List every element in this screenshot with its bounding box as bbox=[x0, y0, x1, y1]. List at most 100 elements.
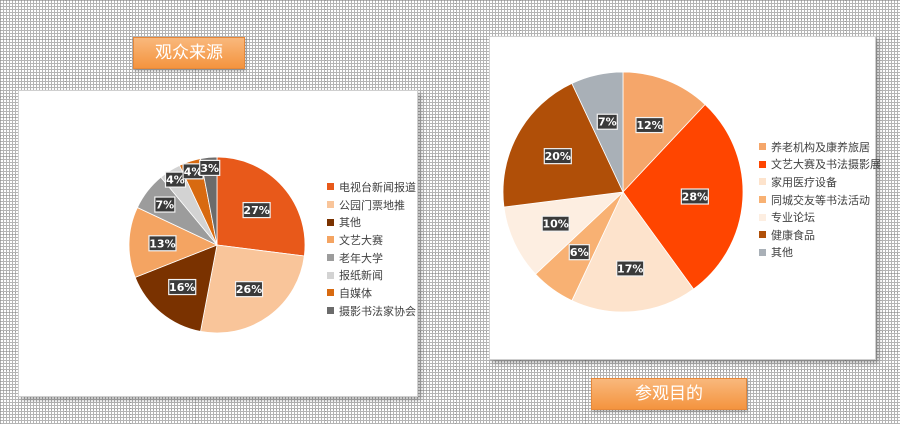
pie-slice[interactable] bbox=[571, 191, 695, 313]
data-label-text: 26% bbox=[236, 283, 262, 296]
data-label-box bbox=[242, 201, 271, 219]
legend-swatch bbox=[327, 254, 334, 262]
audience-source-chart[interactable]: 27% 26% 16% 13% 7% 4% 4% 3% 电视台新闻报道 公园门票地推 其他 文艺大赛… bbox=[18, 90, 418, 397]
pie-slice[interactable] bbox=[200, 156, 218, 246]
data-label-box bbox=[541, 215, 570, 232]
pie-slice[interactable] bbox=[502, 82, 624, 208]
data-label-box bbox=[680, 188, 709, 205]
legend-item[interactable]: 老年大学 bbox=[327, 249, 416, 267]
legend-label: 公园门票地推 bbox=[339, 198, 405, 212]
data-label-text: 7% bbox=[156, 199, 175, 212]
audience-source-pie: 27%26%16%13%7%4%4%3% bbox=[128, 156, 306, 334]
audience-source-legend: 电视台新闻报道 公园门票地推 其他文艺大赛老年大学报纸新闻自媒体摄影书法家协会 bbox=[327, 178, 416, 320]
data-label: 3% bbox=[199, 159, 221, 177]
data-label: 13% bbox=[148, 235, 177, 252]
data-label: 16% bbox=[168, 278, 197, 296]
legend-item[interactable]: 摄影书法家协会 bbox=[327, 302, 416, 320]
legend-item[interactable]: 同城交友等书法活动 bbox=[759, 191, 881, 209]
legend-swatch bbox=[759, 143, 766, 151]
data-label-box bbox=[596, 113, 618, 130]
data-label-box bbox=[635, 116, 664, 134]
legend-item[interactable]: 养老机构及康养旅居 bbox=[759, 138, 881, 156]
data-label-text: 10% bbox=[543, 218, 569, 231]
data-label-text: 13% bbox=[149, 237, 175, 250]
visit-purpose-pie: 12% 28% 17% 6% 10% 20% 7% bbox=[502, 71, 744, 313]
purpose-title-badge[interactable]: 参观目的 bbox=[591, 378, 747, 410]
data-label: 4% bbox=[182, 163, 204, 180]
data-label-box bbox=[568, 244, 590, 261]
legend-label: 家用医疗设备 bbox=[771, 175, 837, 189]
data-label-box bbox=[199, 159, 221, 177]
legend-item[interactable]: 其他 bbox=[327, 213, 416, 231]
data-label-box bbox=[543, 148, 572, 165]
data-label-text: 20% bbox=[545, 150, 571, 163]
data-label-text: 16% bbox=[169, 281, 195, 294]
data-label-box bbox=[616, 260, 645, 277]
data-label: 7% bbox=[154, 196, 176, 213]
legend-label: 摄影书法家协会 bbox=[339, 304, 416, 318]
data-label-text: 7% bbox=[598, 116, 617, 129]
pie-slice[interactable] bbox=[503, 191, 625, 275]
legend-item[interactable]: 文艺大赛 bbox=[327, 231, 416, 249]
legend-swatch bbox=[759, 196, 766, 204]
legend-label: 其他 bbox=[771, 246, 793, 260]
legend-item[interactable]: 其他 bbox=[759, 244, 881, 262]
legend-item[interactable]: 专业论坛 bbox=[759, 208, 881, 226]
legend-label: 报纸新闻 bbox=[339, 269, 383, 283]
legend-swatch bbox=[327, 183, 334, 191]
legend-item[interactable]: 报纸新闻 bbox=[327, 266, 416, 284]
data-label: 20% bbox=[543, 148, 572, 165]
legend-swatch bbox=[327, 271, 334, 279]
data-label-text: 6% bbox=[570, 246, 589, 259]
legend-label: 电视台新闻报道 bbox=[339, 180, 416, 194]
data-label-text: 4% bbox=[184, 165, 203, 178]
data-label-text: 12% bbox=[636, 119, 662, 132]
legend-swatch bbox=[759, 213, 766, 221]
legend-label: 同城交友等书法活动 bbox=[771, 193, 870, 207]
legend-label: 文艺大赛 bbox=[339, 233, 383, 247]
data-label: 17% bbox=[616, 260, 645, 277]
legend-label: 文艺大赛及书法摄影展 bbox=[771, 158, 881, 172]
legend-item[interactable]: 电视台新闻报道 bbox=[327, 178, 416, 196]
data-label-text: 28% bbox=[682, 191, 708, 204]
data-label: 6% bbox=[568, 244, 590, 261]
visit-purpose-chart[interactable]: 12% 28% 17% 6% 10% 20% 7% 养老机构及康养旅居 文艺大赛及书法摄影展家… bbox=[489, 36, 881, 360]
legend-item[interactable]: 自媒体 bbox=[327, 284, 416, 302]
data-label-box bbox=[168, 278, 197, 296]
legend-swatch bbox=[327, 236, 334, 244]
legend-item[interactable]: 健康食品 bbox=[759, 226, 881, 244]
legend-swatch bbox=[327, 201, 334, 209]
legend-label: 健康食品 bbox=[771, 228, 815, 242]
legend-label: 专业论坛 bbox=[771, 211, 815, 225]
legend-swatch bbox=[759, 178, 766, 186]
legend-item[interactable]: 文艺大赛及书法摄影展 bbox=[759, 156, 881, 174]
legend-swatch bbox=[327, 307, 334, 315]
legend-swatch bbox=[759, 160, 766, 168]
visit-purpose-legend: 养老机构及康养旅居 文艺大赛及书法摄影展 家用医疗设备同城交友等书法活动 专业论坛健康… bbox=[759, 138, 881, 261]
legend-label: 自媒体 bbox=[339, 286, 372, 300]
data-label: 12% bbox=[635, 116, 664, 134]
data-label-box bbox=[234, 281, 264, 298]
data-label-text: 27% bbox=[243, 204, 269, 217]
legend-swatch bbox=[759, 231, 766, 239]
data-label: 28% bbox=[680, 188, 709, 205]
legend-label: 其他 bbox=[339, 216, 361, 230]
pie-slice[interactable] bbox=[571, 71, 624, 193]
data-label: 27% bbox=[242, 201, 271, 219]
source-title-badge[interactable]: 观众来源 bbox=[133, 37, 245, 69]
legend-swatch bbox=[327, 289, 334, 297]
pie-slice[interactable] bbox=[622, 71, 706, 194]
legend-swatch bbox=[327, 218, 334, 226]
legend-label: 老年大学 bbox=[339, 251, 383, 265]
data-label-box bbox=[148, 235, 177, 252]
data-label-box bbox=[154, 196, 176, 213]
data-label: 7% bbox=[596, 113, 618, 130]
legend-label: 养老机构及康养旅居 bbox=[771, 140, 870, 154]
data-label-text: 17% bbox=[617, 262, 643, 275]
legend-item[interactable]: 公园门票地推 bbox=[327, 196, 416, 214]
data-label-text: 4% bbox=[166, 174, 185, 187]
legend-item[interactable]: 家用医疗设备 bbox=[759, 173, 881, 191]
legend-swatch bbox=[759, 248, 766, 256]
data-label-text: 3% bbox=[200, 162, 219, 175]
data-label: 4% bbox=[164, 171, 187, 188]
